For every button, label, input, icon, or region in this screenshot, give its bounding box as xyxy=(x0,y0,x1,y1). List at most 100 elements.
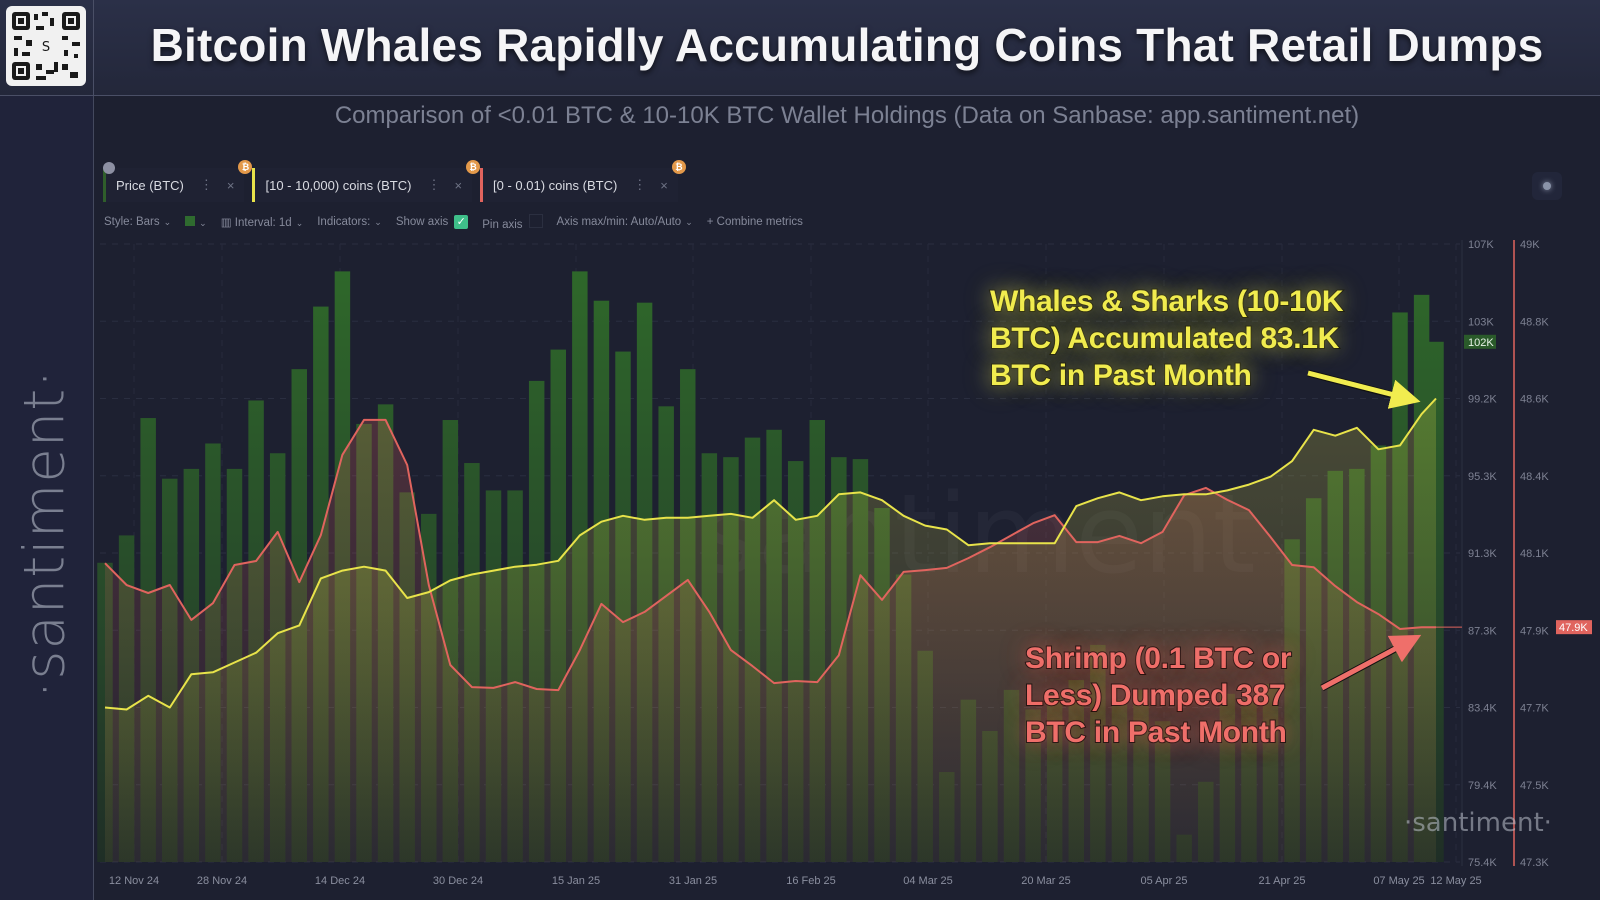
metric-tabs: Price (BTC) ⋮ × ₿ [10 - 10,000) coins (B… xyxy=(103,160,686,202)
x-tick-label: 21 Apr 25 xyxy=(1258,875,1305,887)
x-tick-label: 15 Jan 25 xyxy=(552,875,600,887)
whales-annotation: Whales & Sharks (10-10K BTC) Accumulated… xyxy=(989,283,1345,394)
bitcoin-icon: ₿ xyxy=(238,160,253,174)
chevron-down-icon: ⌄ xyxy=(685,217,693,227)
interval-dropdown[interactable]: ▥ Interval: 1d ⌄ xyxy=(221,215,304,229)
whales-arrow xyxy=(1307,370,1421,409)
x-tick-label: 20 Mar 25 xyxy=(1021,875,1071,887)
x-tick-label: 05 Apr 25 xyxy=(1140,875,1187,887)
show-axis-label: Show axis xyxy=(395,216,449,228)
tab-label: [0 - 0.01) coins (BTC) xyxy=(493,177,618,193)
header-divider xyxy=(93,0,94,95)
tab-label: [10 - 10,000) coins (BTC) xyxy=(265,177,412,193)
price-tick-label: 83.4K xyxy=(1468,703,1497,715)
x-tick-label: 12 May 25 xyxy=(1430,875,1481,887)
page-subtitle: Comparison of <0.01 BTC & 10-10K BTC Wal… xyxy=(334,102,1360,129)
chart-watermark: ·santiment· xyxy=(1404,808,1552,838)
qr-code-icon: S xyxy=(6,6,86,86)
shrimp-tick-label: 48.6K xyxy=(1520,394,1549,406)
shrimp-line xyxy=(104,418,1436,692)
axis-maxmin-label: Axis max/min: Auto/Auto xyxy=(556,216,682,228)
chevron-down-icon: ⌄ xyxy=(199,217,207,228)
annotation-line: Less) Dumped 387 xyxy=(1024,678,1287,713)
axes: 107K 103K 99.2K 95.3K 91.3K 87.3K 83.4K 79.4K 75… xyxy=(109,239,1592,887)
pin-axis-toggle[interactable]: Pin axis xyxy=(482,213,543,231)
shrimp-current-badge xyxy=(1556,620,1592,635)
x-tick-label: 16 Feb 25 xyxy=(786,875,836,887)
annotation-line: BTC in Past Month xyxy=(989,358,1253,393)
bitcoin-icon: ₿ xyxy=(466,160,481,174)
settings-dot-button[interactable] xyxy=(1532,172,1562,200)
price-tick-label: 87.3K xyxy=(1468,625,1497,637)
tab-whales[interactable]: [10 - 10,000) coins (BTC) ⋮ × ₿ xyxy=(252,160,481,202)
style-label: Style: Bars xyxy=(104,216,160,228)
annotation-line: Whales & Sharks (10-10K xyxy=(989,284,1345,319)
bitcoin-icon: ₿ xyxy=(671,160,686,174)
watermark-text: santiment xyxy=(1412,808,1544,838)
tab-label: Price (BTC) xyxy=(116,177,184,193)
chevron-down-icon: ⌄ xyxy=(374,217,382,227)
x-tick-label: 31 Jan 25 xyxy=(669,875,717,887)
shrimp-arrow xyxy=(1320,634,1422,691)
price-tick-label: 95.3K xyxy=(1468,471,1497,483)
x-tick-label: 28 Nov 24 xyxy=(197,875,247,887)
more-options-icon[interactable]: ⋮ xyxy=(633,177,647,192)
shrimp-tick-label: 48.4K xyxy=(1520,471,1549,483)
shrimp-annotation: Shrimp (0.1 BTC or Less) Dumped 387 BTC … xyxy=(1024,640,1293,751)
x-tick-label: 12 Nov 24 xyxy=(109,875,159,887)
close-icon[interactable]: × xyxy=(660,177,668,193)
combine-label: Combine metrics xyxy=(716,216,803,228)
price-tick-label: 107K xyxy=(1468,239,1494,251)
shrimp-tick-label: 47.5K xyxy=(1520,780,1549,792)
annotation-line: BTC in Past Month xyxy=(1024,715,1288,750)
plus-icon: + xyxy=(706,216,714,228)
more-options-icon[interactable]: ⋮ xyxy=(199,177,213,192)
checkbox-unchecked-icon[interactable] xyxy=(528,213,543,228)
tab-price[interactable]: Price (BTC) ⋮ × ₿ xyxy=(103,160,253,202)
shrimp-tick-label: 48.8K xyxy=(1520,316,1549,328)
calendar-icon: ▥ xyxy=(220,217,232,229)
whales-area xyxy=(105,398,1436,862)
price-tick-label: 79.4K xyxy=(1468,780,1497,792)
shrimp-tick-label: 47.7K xyxy=(1520,703,1549,715)
x-tick-label: 30 Dec 24 xyxy=(433,875,483,887)
sidebar: ·santiment· xyxy=(0,96,94,900)
shrimp-tick-label: 47.3K xyxy=(1520,857,1549,869)
style-dropdown[interactable]: Style: Bars ⌄ xyxy=(104,216,171,228)
indicators-label: Indicators: xyxy=(317,216,371,228)
checkbox-checked-icon[interactable]: ✓ xyxy=(454,215,469,229)
shrimp-tick-label: 47.9K xyxy=(1520,625,1549,637)
x-tick-label: 07 May 25 xyxy=(1373,875,1424,887)
x-tick-label: 04 Mar 25 xyxy=(903,875,953,887)
annotation-line: BTC) Accumulated 83.1K xyxy=(989,321,1340,356)
line-areas xyxy=(105,398,1436,862)
page-title: Bitcoin Whales Rapidly Accumulating Coin… xyxy=(150,19,1544,71)
combine-metrics-button[interactable]: + Combine metrics xyxy=(707,216,803,228)
chevron-down-icon: ⌄ xyxy=(163,217,172,227)
close-icon[interactable]: × xyxy=(226,177,235,193)
chevron-down-icon: ⌄ xyxy=(295,218,304,228)
price-tick-label: 99.2K xyxy=(1468,394,1497,406)
show-axis-toggle[interactable]: Show axis ✓ xyxy=(395,215,469,229)
more-options-icon[interactable]: ⋮ xyxy=(427,177,441,192)
lines xyxy=(104,397,1437,711)
x-tick-label: 14 Dec 24 xyxy=(315,875,365,887)
color-dropdown[interactable]: ⌄ xyxy=(185,215,207,229)
header xyxy=(0,0,1600,96)
shrimp-tick-label: 49K xyxy=(1520,239,1540,251)
price-current-label: 102K xyxy=(1468,337,1494,349)
price-tick-label: 75.4K xyxy=(1468,857,1497,869)
svg-text:S: S xyxy=(42,40,50,55)
interval-label: Interval: 1d xyxy=(234,217,292,229)
axis-maxmin-dropdown[interactable]: Axis max/min: Auto/Auto ⌄ xyxy=(557,216,693,228)
price-current-badge xyxy=(1464,334,1496,349)
whales-line xyxy=(104,397,1437,711)
tab-shrimp[interactable]: [0 - 0.01) coins (BTC) ⋮ × ₿ xyxy=(480,160,686,202)
indicators-dropdown[interactable]: Indicators: ⌄ xyxy=(317,216,382,228)
shrimp-current-label: 47.9K xyxy=(1559,622,1588,634)
close-icon[interactable]: × xyxy=(454,177,463,193)
lock-icon xyxy=(103,162,115,174)
shrimp-tick-label: 48.1K xyxy=(1520,548,1549,560)
chart-toolbar: Style: Bars ⌄ ⌄ ▥ Interval: 1d ⌄ Indicator… xyxy=(104,213,803,231)
